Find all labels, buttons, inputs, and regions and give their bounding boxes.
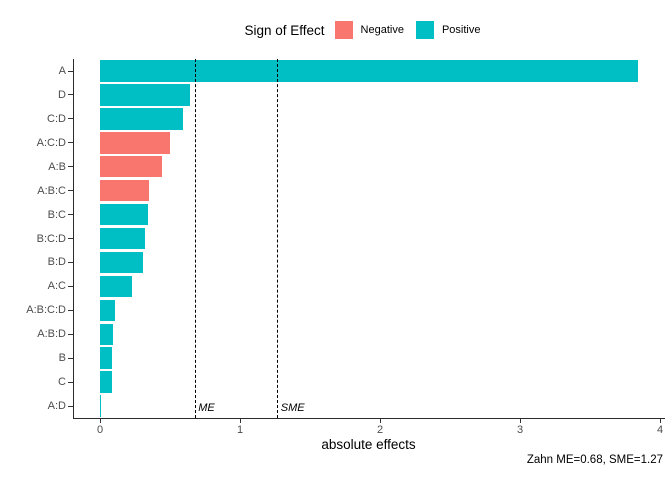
x-tick-label-1: 1	[236, 424, 244, 436]
bar-B	[100, 347, 112, 369]
bar-A:B:D	[100, 323, 113, 345]
x-tick-0	[99, 419, 101, 423]
y-axis-label-A:B:C:D: A:B:C:D	[26, 304, 66, 317]
reference-line-sme	[277, 59, 279, 418]
x-axis-line	[72, 418, 665, 419]
y-axis-label-A:C:D: A:C:D	[36, 136, 66, 149]
y-axis-label-A: A	[58, 65, 66, 77]
y-tick-A:C:D	[68, 142, 73, 144]
reference-line-me	[194, 59, 196, 418]
x-tick-1	[239, 419, 241, 423]
y-tick-C:D	[68, 118, 73, 120]
y-axis-label-B: B	[58, 352, 66, 365]
y-axis-label-C:D: C:D	[47, 112, 66, 125]
y-tick-A:B:D	[68, 333, 73, 335]
legend-item-negative: Negative	[334, 21, 404, 39]
x-tick-3	[519, 419, 521, 423]
x-tick-label-4: 4	[656, 424, 664, 436]
bar-A:B	[100, 155, 162, 178]
x-tick-4	[659, 419, 661, 423]
x-tick-label-3: 3	[516, 424, 524, 436]
y-axis-label-B:C:D: B:C:D	[36, 232, 66, 245]
y-axis-label-B:D: B:D	[47, 256, 66, 269]
y-tick-C	[68, 381, 73, 383]
x-tick-2	[379, 419, 381, 423]
bar-A	[100, 60, 638, 82]
bar-A:D	[100, 395, 101, 417]
y-axis-label-D: D	[58, 88, 66, 101]
bar-B:D	[100, 251, 144, 274]
x-tick-label-0: 0	[96, 424, 104, 436]
y-tick-B:D	[68, 261, 73, 263]
legend-label-negative: Negative	[360, 24, 404, 36]
legend-item-positive: Positive	[415, 21, 481, 39]
legend: Sign of Effect Negative Positive	[73, 20, 664, 40]
y-tick-A	[68, 70, 73, 72]
y-axis-label-A:B: A:B	[48, 160, 66, 173]
y-tick-A:B:C	[68, 190, 73, 192]
y-tick-A:B:C:D	[68, 309, 73, 311]
bar-C:D	[100, 108, 183, 130]
bar-A:B:C:D	[100, 299, 116, 321]
y-axis-label-A:C: A:C	[47, 280, 66, 293]
legend-title: Sign of Effect	[244, 22, 325, 38]
y-tick-A:D	[68, 405, 73, 407]
legend-label-positive: Positive	[441, 24, 481, 36]
bar-B:C:D	[100, 227, 145, 250]
y-tick-D	[68, 94, 73, 96]
y-tick-B	[68, 357, 73, 359]
y-tick-B:C:D	[68, 238, 73, 239]
y-axis-line	[72, 58, 74, 419]
bar-D	[100, 84, 190, 106]
y-axis-label-B:C: B:C	[47, 208, 66, 221]
y-axis-label-A:B:C: A:B:C	[37, 184, 66, 197]
bar-A:C:D	[100, 132, 170, 154]
bar-A:B:C	[100, 179, 149, 202]
bar-C	[100, 371, 112, 393]
negative-swatch-icon	[334, 21, 353, 39]
positive-swatch-icon	[415, 21, 434, 39]
y-axis-label-A:D: A:D	[47, 400, 66, 412]
reference-line-label-sme: SME	[280, 402, 305, 414]
x-axis-title: absolute effects	[321, 437, 416, 452]
y-axis-label-C: C	[58, 376, 66, 389]
reference-line-label-me: ME	[198, 402, 215, 414]
bar-A:C	[100, 275, 133, 298]
x-tick-label-2: 2	[376, 424, 384, 436]
y-tick-B:C	[68, 214, 73, 216]
y-tick-A:C	[68, 285, 73, 287]
bar-B:C	[100, 203, 148, 226]
caption: Zahn ME=0.68, SME=1.27	[526, 454, 663, 466]
y-axis-label-A:B:D: A:B:D	[37, 328, 66, 341]
y-tick-A:B	[68, 166, 73, 168]
